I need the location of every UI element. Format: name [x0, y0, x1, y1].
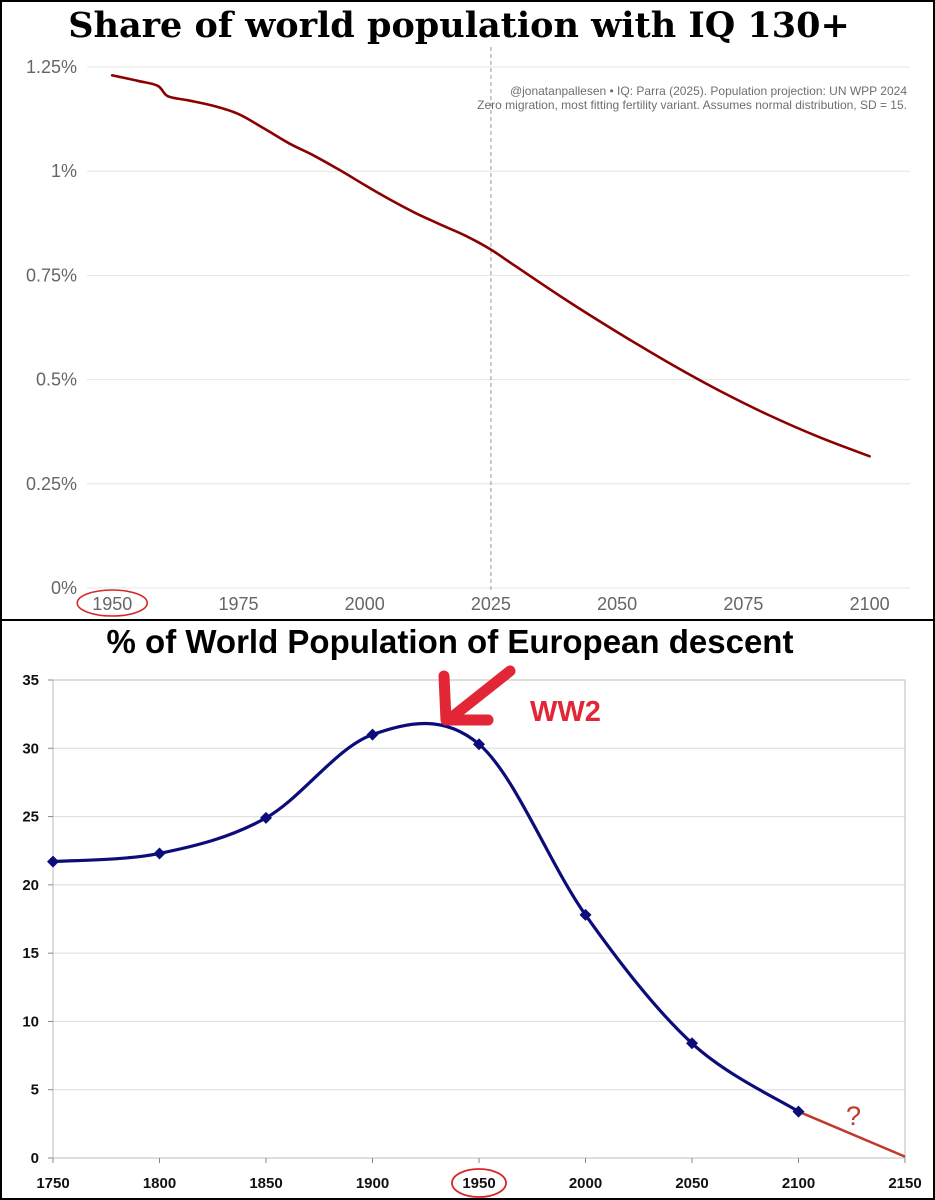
chart1-y-ticks: 0% 0.25% 0.5% 0.75% 1% 1.25% [26, 57, 77, 598]
chart2-y-tick-label: 15 [22, 945, 39, 962]
chart-iq130: Share of world population with IQ 130+ 0… [26, 5, 910, 617]
chart1-highlight-circle-1950 [76, 589, 149, 617]
chart2-data-marker [473, 738, 485, 751]
chart1-title: Share of world population with IQ 130+ [68, 5, 850, 46]
chart1-x-tick-label: 2100 [850, 594, 890, 614]
chart1-series-line [110, 74, 871, 458]
chart2-extrapolation-line [798, 1110, 906, 1158]
chart2-y-tick-label: 20 [22, 877, 39, 894]
chart1-x-tick-label: 2000 [345, 594, 385, 614]
ww2-arrow-shaft [446, 665, 516, 723]
chart1-x-tick-label: 2050 [597, 594, 637, 614]
question-mark-label: ? [846, 1101, 861, 1131]
chart2-x-tick-label: 1750 [36, 1175, 69, 1192]
chart2-y-tick-label: 25 [22, 809, 39, 826]
chart1-x-tick-label: 2025 [471, 594, 511, 614]
chart2-x-tick-label: 2000 [569, 1175, 602, 1192]
chart-european-descent: % of World Population of European descen… [22, 623, 922, 1198]
chart1-annotation-line-2: Zero migration, most fitting fertility v… [477, 98, 907, 112]
chart1-y-tick-label: 0.25% [26, 474, 77, 494]
chart2-x-tick-label: 2050 [675, 1175, 708, 1192]
ww2-label: WW2 [530, 696, 601, 728]
chart2-gridlines [53, 679, 905, 1159]
chart2-data-marker [260, 811, 272, 824]
chart2-data-marker [47, 855, 59, 868]
chart1-x-tick-label: 1950 [92, 594, 132, 614]
chart2-series-line [52, 721, 800, 1113]
chart2-y-tick-label: 0 [31, 1150, 39, 1167]
chart1-x-tick-label: 1975 [218, 594, 258, 614]
chart1-y-tick-label: 0.75% [26, 265, 77, 285]
chart2-data-marker [366, 728, 379, 741]
chart1-x-tick-label: 2075 [723, 594, 763, 614]
chart2-x-tick-label: 1950 [462, 1175, 495, 1192]
chart2-x-tick-label: 2100 [782, 1175, 815, 1192]
chart2-y-tick-label: 30 [22, 740, 39, 757]
chart2-x-ticks: 1750 1800 1850 1900 1950 2000 2050 2100 2150 [36, 1158, 922, 1192]
chart2-data-marker [792, 1105, 805, 1118]
chart2-x-tick-label: 1900 [356, 1175, 389, 1192]
chart2-plot-area [52, 679, 906, 1159]
chart2-data-marker [686, 1037, 698, 1050]
chart1-annotation-line-1: @jonatanpallesen • IQ: Parra (2025). Pop… [510, 84, 907, 98]
chart1-y-tick-label: 1% [51, 161, 77, 181]
chart2-y-tick-label: 5 [31, 1082, 39, 1099]
chart1-x-ticks: 1950 1975 2000 2025 2050 2075 2100 [92, 594, 889, 614]
chart2-x-tick-label: 1850 [249, 1175, 282, 1192]
chart2-x-tick-label: 2150 [888, 1175, 921, 1192]
chart2-markers [47, 728, 805, 1118]
chart1-y-tick-label: 1.25% [26, 57, 77, 77]
chart2-title: % of World Population of European descen… [107, 623, 794, 660]
chart2-data-marker [579, 908, 592, 921]
chart2-data-marker [153, 847, 166, 860]
chart1-gridlines [87, 66, 910, 589]
chart1-y-tick-label: 0% [51, 578, 77, 598]
chart2-highlight-circle-1950 [451, 1168, 507, 1198]
ww2-arrow [438, 665, 516, 726]
chart1-y-tick-label: 0.5% [36, 370, 77, 390]
chart2-x-tick-label: 1800 [143, 1175, 176, 1192]
chart2-y-tick-label: 10 [22, 1013, 39, 1030]
chart2-y-tick-label: 35 [22, 672, 39, 689]
chart2-y-ticks: 0 5 10 15 20 25 30 35 [22, 672, 53, 1167]
ww2-arrow-head [438, 670, 494, 726]
